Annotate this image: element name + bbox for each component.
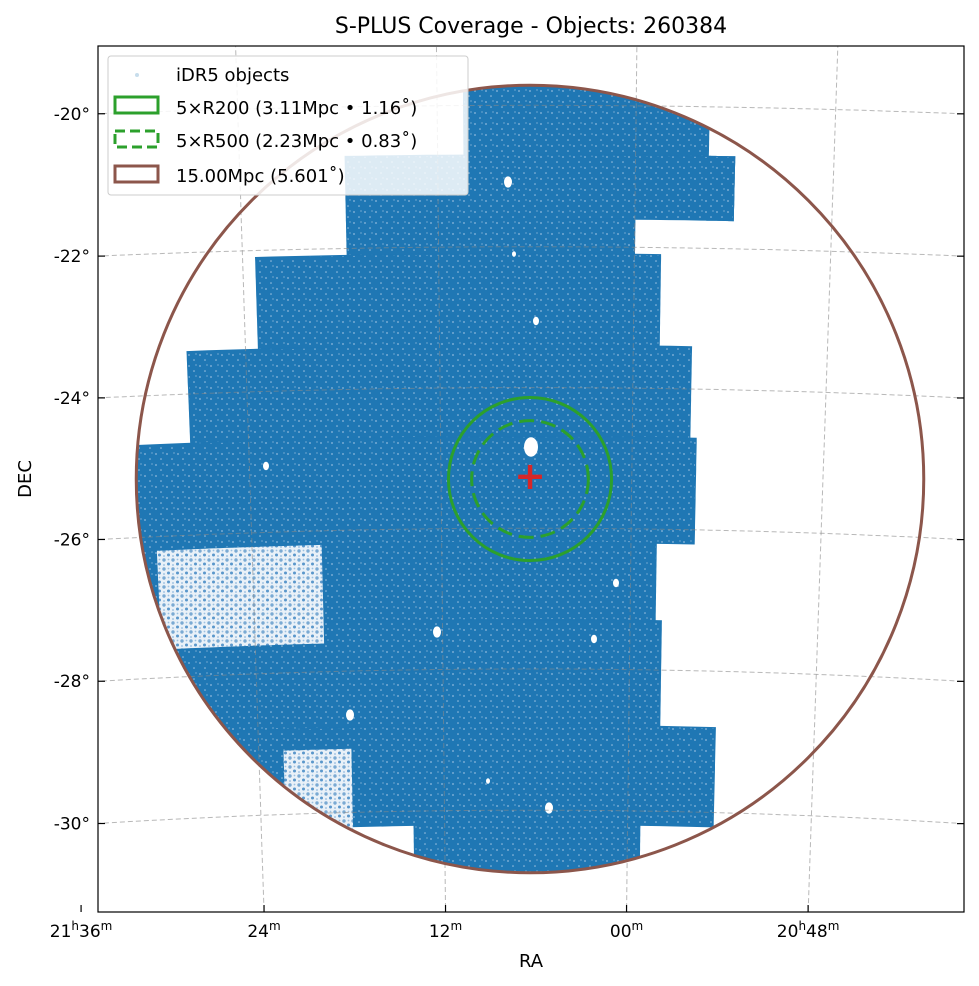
plot-frame — [97, 45, 965, 913]
y-tick-label-2: -24° — [54, 389, 90, 409]
aperture-circle-1 — [470, 419, 590, 539]
coverage-region-4 — [254, 253, 662, 350]
dec-gridline-5 — [98, 809, 964, 825]
y-axis-label: DEC — [15, 460, 36, 498]
star-void-3 — [263, 461, 269, 471]
x-tick-label-0: 21h36m — [50, 919, 113, 942]
legend: iDR5 objects 5×R200 (3.11Mpc • 1.16˚) 5×… — [107, 55, 469, 196]
aperture-circle-0 — [446, 395, 614, 563]
x-tick-label-2: 12m — [429, 919, 462, 942]
x-tick-label-3: 00m — [610, 919, 643, 942]
star-void-7 — [545, 802, 553, 814]
y-tick-label-4: -28° — [54, 672, 90, 692]
y-tick-label-1: -22° — [54, 247, 90, 267]
aperture-circles: + — [134, 83, 926, 875]
coverage-region-8 — [137, 619, 662, 741]
star-void-10 — [512, 251, 516, 257]
legend-label-15mpc: 15.00Mpc (5.601˚) — [176, 166, 345, 187]
axis-ticks — [80, 113, 964, 912]
legend-label-r200: 5×R200 (3.11Mpc • 1.16˚) — [176, 98, 417, 119]
dec-gridline-4 — [98, 668, 964, 682]
star-void-9 — [591, 634, 597, 644]
y-tick-label-0: -20° — [54, 105, 90, 125]
star-void-4 — [433, 626, 441, 638]
ra-gridline-3 — [626, 46, 638, 912]
legend-label-objects: iDR5 objects — [176, 65, 289, 86]
legend-marker-r500 — [113, 129, 160, 149]
coverage-region-0 — [462, 86, 711, 158]
star-void-0 — [504, 176, 512, 188]
ra-gridline-2 — [435, 46, 447, 912]
y-tick-label-3: -26° — [54, 530, 90, 550]
coverage-region-10 — [413, 823, 641, 872]
star-void-2 — [524, 437, 538, 457]
star-void-6 — [346, 709, 354, 721]
coverage-region-6 — [137, 436, 697, 557]
legend-box — [107, 55, 469, 196]
star-void-5 — [613, 578, 619, 588]
x-tick-label-4: 20h48m — [777, 919, 840, 942]
chart-title: S-PLUS Coverage - Objects: 260384 — [335, 14, 727, 39]
aperture-circle-2 — [134, 83, 926, 875]
coverage-gaps — [263, 176, 619, 814]
coverage-region-3 — [345, 217, 636, 257]
x-axis-label: RA — [519, 951, 544, 972]
legend-marker-objects — [135, 73, 139, 77]
x-tick-labels: 21h36m 24m 12m 00m 20h48m — [50, 919, 840, 942]
y-tick-labels: -20° -22° -24° -26° -28° -30° — [54, 105, 90, 835]
coverage-region-9 — [137, 724, 716, 841]
sparse-region-0 — [156, 544, 325, 650]
star-void-8 — [486, 778, 490, 784]
center-marker: + — [514, 454, 546, 498]
sparse-region-1 — [283, 748, 354, 850]
x-tick-label-1: 24m — [247, 919, 280, 942]
star-void-1 — [533, 316, 539, 326]
y-tick-label-5: -30° — [54, 814, 90, 834]
legend-marker-15mpc — [113, 164, 160, 184]
dec-gridline-1 — [98, 246, 964, 257]
dec-gridline-3 — [98, 527, 964, 541]
ra-gridline-4 — [807, 46, 839, 912]
legend-label-r500: 5×R500 (2.23Mpc • 0.83˚) — [176, 131, 417, 152]
legend-marker-r200 — [113, 95, 160, 115]
